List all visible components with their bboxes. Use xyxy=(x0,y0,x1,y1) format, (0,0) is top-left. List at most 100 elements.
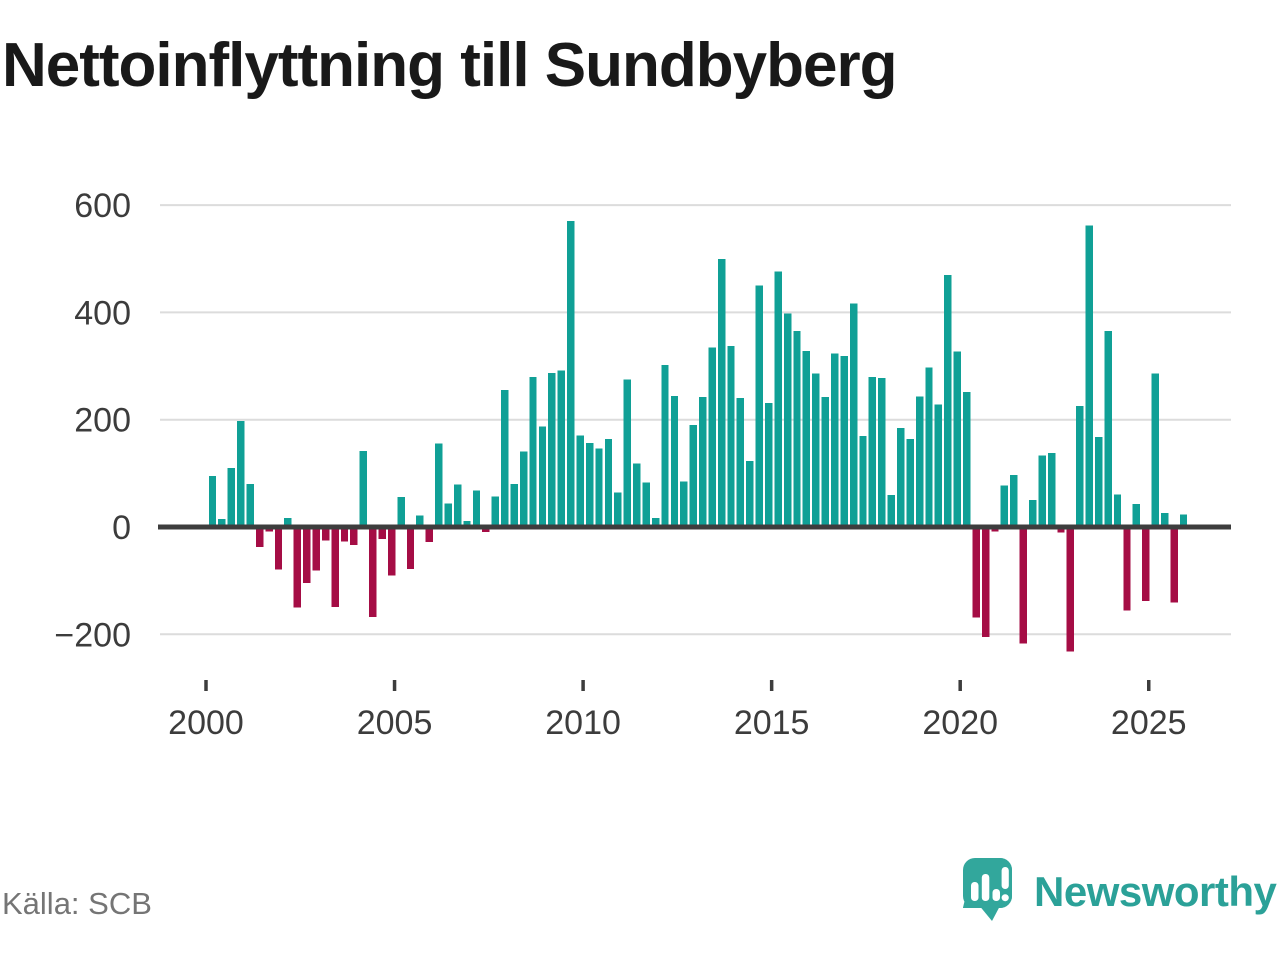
bar-2018-K4 xyxy=(915,396,924,527)
bar-2024-K2 xyxy=(1123,527,1131,611)
bar-2022-K1 xyxy=(1038,455,1046,527)
bar-2017-K3 xyxy=(868,376,877,527)
bar-2010-K1 xyxy=(585,442,594,527)
bar-2014-K2 xyxy=(746,461,754,527)
bar-2003-K4 xyxy=(350,527,358,546)
bar-2000-K1 xyxy=(208,476,217,527)
bar-2009-K3 xyxy=(567,221,575,527)
bar-2012-K3 xyxy=(680,481,688,527)
bar-2022-K4 xyxy=(1066,527,1075,652)
bar-2011-K2 xyxy=(633,463,641,527)
bar-2019-K4 xyxy=(953,351,961,527)
newsworthy-logo-icon xyxy=(963,858,1012,921)
bar-2016-K4 xyxy=(840,355,848,527)
bar-2017-K2 xyxy=(859,435,867,527)
bar-2019-K1 xyxy=(925,367,933,527)
bar-2006-K3 xyxy=(453,484,462,527)
bar-2021-K4 xyxy=(1028,500,1037,527)
bar-2025-K3 xyxy=(1170,527,1178,603)
bar-2015-K4 xyxy=(802,351,811,527)
bar-2007-K3 xyxy=(491,496,500,527)
bar-2016-K2 xyxy=(821,397,829,527)
bar-2007-K4 xyxy=(501,390,509,527)
xtick-label-2010: 2010 xyxy=(545,704,621,742)
bar-2024-K3 xyxy=(1132,503,1141,527)
bar-2008-K1 xyxy=(510,484,518,527)
xtick-label-2025: 2025 xyxy=(1111,704,1187,742)
bar-2003-K1 xyxy=(321,527,330,541)
bar-2016-K1 xyxy=(812,373,820,527)
bar-2014-K3 xyxy=(755,285,763,527)
bar-2011-K4 xyxy=(651,517,660,527)
logo-bar-3 xyxy=(992,889,1000,901)
bar-2008-K4 xyxy=(538,426,547,527)
bar-2009-K1 xyxy=(548,373,556,527)
ytick-label-400: 400 xyxy=(74,294,131,332)
bar-2006-K4 xyxy=(463,521,471,527)
bar-2005-K1 xyxy=(397,496,405,527)
logo-exclamation-bar xyxy=(1001,867,1009,889)
bar-2002-K2 xyxy=(293,527,302,608)
bar-2004-K4 xyxy=(387,527,396,576)
logo-bubble-tail xyxy=(978,904,1001,921)
bar-2023-K1 xyxy=(1076,405,1084,527)
bar-2025-K1 xyxy=(1151,373,1159,527)
bar-2001-K4 xyxy=(274,527,283,570)
bar-2011-K3 xyxy=(642,482,650,527)
ytick-label-0: 0 xyxy=(112,509,131,547)
ytick-label--200: −200 xyxy=(54,616,131,654)
logo-exclamation-dot xyxy=(1001,894,1009,902)
bar-2022-K3 xyxy=(1057,527,1065,533)
bar-2023-K4 xyxy=(1104,331,1112,527)
bar-2002-K1 xyxy=(284,517,292,527)
xtick-label-2015: 2015 xyxy=(734,704,810,742)
bar-2013-K1 xyxy=(699,397,707,527)
bar-2016-K3 xyxy=(831,353,839,527)
bar-2021-K3 xyxy=(1019,527,1027,644)
bar-2017-K1 xyxy=(849,303,858,527)
bar-2002-K4 xyxy=(312,527,320,571)
bar-2021-K1 xyxy=(1000,485,1009,527)
bar-2000-K3 xyxy=(227,467,236,528)
bar-2023-K2 xyxy=(1085,225,1093,527)
ytick-label-600: 600 xyxy=(74,187,131,225)
xtick-label-2020: 2020 xyxy=(922,704,998,742)
bar-2020-K3 xyxy=(981,527,990,637)
chart-title: Nettoinflyttning till Sundbyberg xyxy=(2,31,897,100)
bar-2004-K3 xyxy=(378,527,386,539)
bar-2004-K2 xyxy=(369,527,377,618)
bar-2012-K2 xyxy=(670,396,679,527)
bar-2018-K1 xyxy=(887,494,895,527)
bar-2014-K1 xyxy=(736,398,745,527)
bar-2012-K1 xyxy=(661,364,669,527)
bar-2012-K4 xyxy=(689,425,697,527)
logo-bar-2 xyxy=(981,874,990,901)
xtick-label-2005: 2005 xyxy=(357,704,433,742)
bar-2013-K4 xyxy=(727,346,735,527)
source-label: Källa: SCB xyxy=(2,886,152,921)
bar-2005-K2 xyxy=(406,527,415,569)
bar-2000-K2 xyxy=(218,518,226,527)
bar-2003-K3 xyxy=(340,527,349,542)
bar-2024-K4 xyxy=(1142,527,1150,602)
bar-2015-K2 xyxy=(783,313,792,527)
bar-2018-K3 xyxy=(906,439,914,527)
bar-2020-K1 xyxy=(963,391,971,527)
bar-2006-K2 xyxy=(444,503,452,527)
bar-2000-K4 xyxy=(237,420,245,527)
newsworthy-logo-text: Newsworthy xyxy=(1034,868,1277,915)
ytick-label-200: 200 xyxy=(74,402,131,440)
logo-bar-1 xyxy=(971,882,979,901)
newsworthy-branding: Newsworthy xyxy=(963,858,1277,926)
bar-2010-K4 xyxy=(614,492,622,527)
bar-2003-K2 xyxy=(331,527,339,607)
bar-2008-K3 xyxy=(529,376,537,527)
xtick-label-2000: 2000 xyxy=(168,704,244,742)
bar-2002-K3 xyxy=(303,527,311,583)
bar-2025-K4 xyxy=(1179,514,1188,527)
bar-2007-K1 xyxy=(472,490,481,527)
bar-2022-K2 xyxy=(1047,452,1056,527)
bar-2010-K3 xyxy=(604,439,613,527)
bar-2019-K3 xyxy=(944,274,952,527)
